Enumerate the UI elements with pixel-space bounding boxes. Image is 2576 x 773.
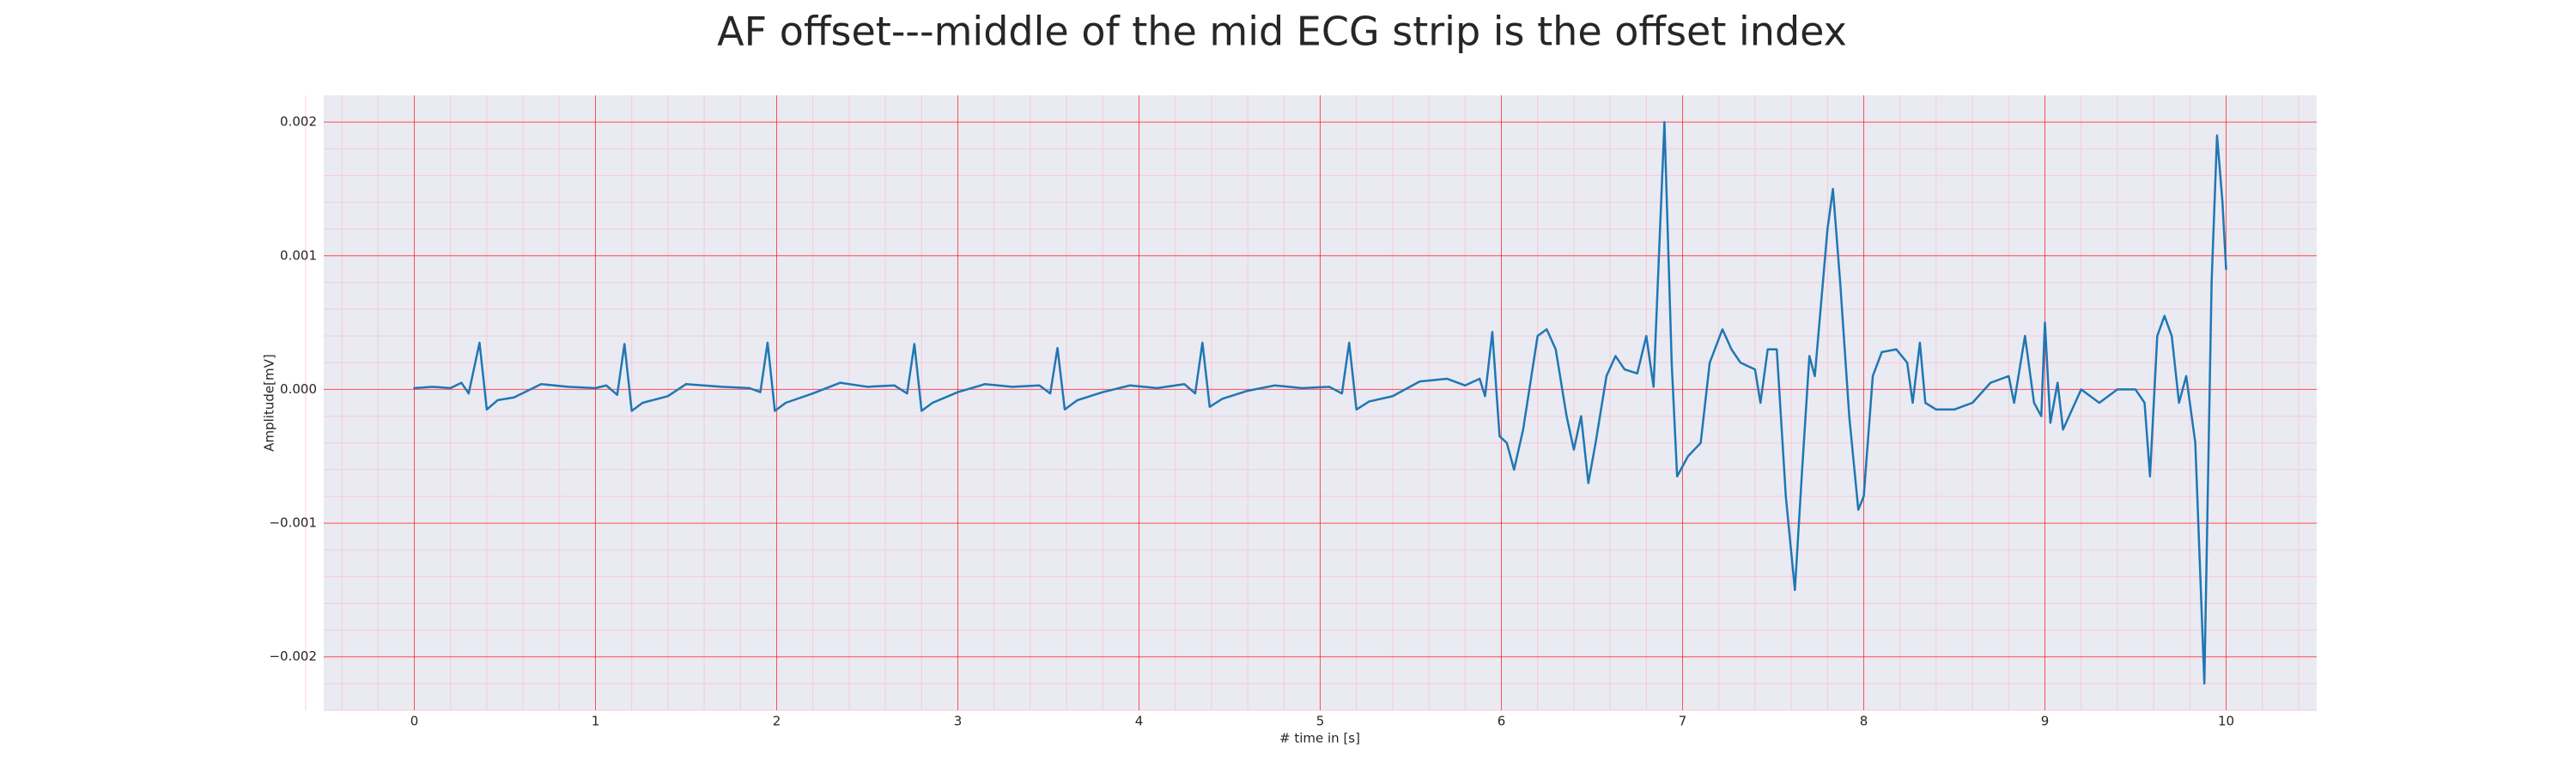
x-tick-label: 6 xyxy=(1498,714,1506,729)
x-tick-label: 8 xyxy=(1860,714,1868,729)
x-tick-label: 5 xyxy=(1316,714,1325,729)
x-tick-label: 9 xyxy=(2041,714,2050,729)
y-tick-label: −0.002 xyxy=(269,648,317,664)
y-axis-label: Amplitude[mV] xyxy=(262,354,277,451)
x-axis-label: # time in [s] xyxy=(1279,731,1360,746)
x-tick-label: 7 xyxy=(1679,714,1687,729)
x-tick-label: 4 xyxy=(1135,714,1144,729)
ecg-line xyxy=(413,120,2227,685)
x-tick-label: 1 xyxy=(592,714,600,729)
x-tick-label: 10 xyxy=(2218,714,2234,729)
x-tick-label: 0 xyxy=(410,714,419,729)
y-tick-label: 0.000 xyxy=(280,381,317,397)
chart-title: AF offset---middle of the mid ECG strip … xyxy=(717,9,1847,55)
y-tick-label: −0.001 xyxy=(269,515,317,531)
y-tick-label: 0.002 xyxy=(280,114,317,130)
x-tick-label: 2 xyxy=(773,714,781,729)
y-tick-label: 0.001 xyxy=(280,247,317,263)
marks xyxy=(413,120,2227,685)
x-tick-label: 3 xyxy=(954,714,963,729)
